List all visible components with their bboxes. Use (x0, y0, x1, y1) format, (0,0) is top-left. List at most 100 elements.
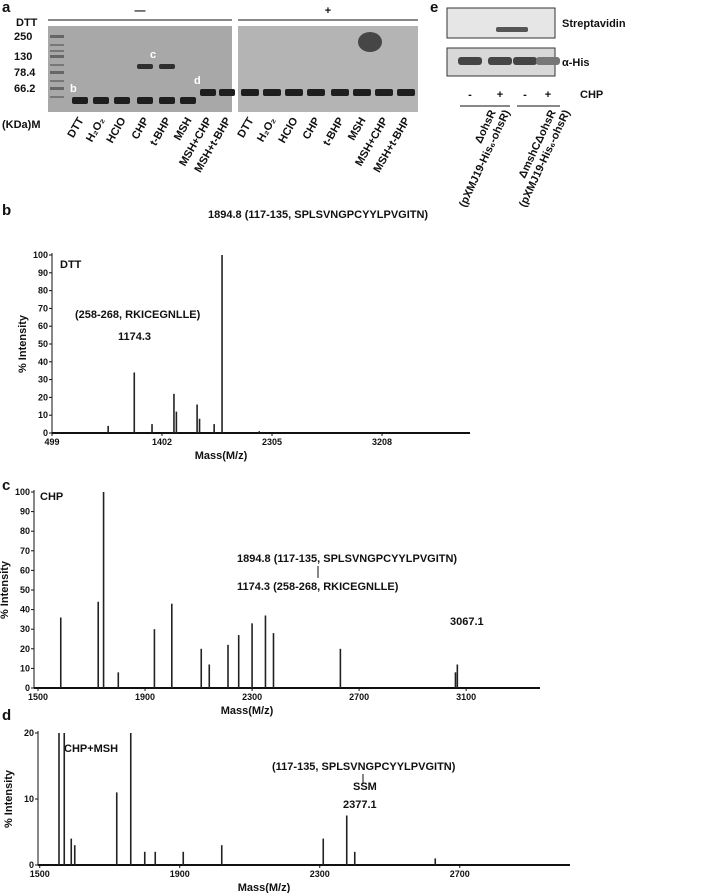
x-tick-label: 499 (44, 437, 59, 447)
lane-label: CHP (301, 116, 323, 142)
band (219, 89, 235, 96)
y-tick-label: 90 (38, 268, 48, 278)
annotation: 1174.3 (118, 331, 151, 343)
lane-label: H₂O₂ (255, 115, 279, 144)
lane-label: CHP (130, 116, 152, 142)
y-tick-label: 0 (29, 860, 34, 870)
y-tick-label: 80 (20, 526, 30, 536)
gel (238, 26, 418, 112)
panel-letter: d (2, 707, 11, 724)
lane-label: HClO (276, 115, 300, 145)
ladder-band (50, 96, 64, 98)
y-tick-label: 90 (20, 507, 30, 517)
x-tick-label: 3100 (456, 692, 476, 702)
panel-letter: b (2, 202, 11, 219)
band (353, 89, 371, 96)
y-tick-label: 40 (20, 605, 30, 615)
x-tick-label: 1900 (135, 692, 155, 702)
y-tick-label: 20 (38, 392, 48, 402)
blot-band (496, 27, 528, 32)
annotation: 1894.8 (117-135, SPLSVNGPCYYLPVGITN) (208, 209, 428, 221)
annotation: (258-268, RKICEGNLLE) (75, 309, 201, 321)
band (397, 89, 415, 96)
annotation: (117-135, SPLSVNGPCYYLPVGITN) (272, 761, 456, 773)
marker-label: 78.4 (14, 67, 36, 79)
y-tick-label: 10 (38, 410, 48, 420)
band (72, 97, 88, 104)
ladder-band (50, 50, 64, 52)
y-tick-label: 80 (38, 286, 48, 296)
annotation: 1894.8 (117-135, SPLSVNGPCYYLPVGITN) (237, 553, 457, 565)
ladder-band (50, 44, 64, 46)
x-tick-label: 1402 (152, 437, 172, 447)
y-axis-label: % Intensity (0, 560, 11, 619)
spectrum-title: CHP (40, 491, 63, 503)
x-tick-label: 1900 (170, 869, 190, 879)
marker-label: 66.2 (14, 83, 35, 95)
x-tick-label: 3208 (372, 437, 392, 447)
blot-band (488, 57, 512, 65)
band (200, 89, 216, 96)
panel-letter: e (430, 0, 438, 16)
y-axis-label: % Intensity (17, 314, 29, 373)
band (159, 97, 175, 104)
lane-label: DTT (66, 115, 87, 140)
lane-label: HClO (104, 115, 128, 145)
row-label: Streptavidin (562, 18, 626, 30)
x-axis-label: Mass(M/z) (221, 705, 274, 717)
y-tick-label: 100 (33, 250, 48, 260)
band (114, 97, 130, 104)
band (307, 89, 325, 96)
band (263, 89, 281, 96)
band (93, 97, 109, 104)
y-tick-label: 40 (38, 357, 48, 367)
y-tick-label: 50 (38, 339, 48, 349)
smear (358, 32, 382, 52)
y-tick-label: 30 (20, 624, 30, 634)
ladder-band (50, 87, 64, 90)
x-tick-label: 2300 (310, 869, 330, 879)
ladder-band (50, 35, 64, 38)
x-axis-label: Mass(M/z) (238, 882, 291, 893)
spectrum-title: DTT (60, 259, 82, 271)
sign: + (545, 89, 551, 101)
ladder-band (50, 64, 64, 66)
band-label: d (194, 75, 201, 87)
band (159, 64, 175, 69)
band (137, 97, 153, 104)
band (331, 89, 349, 96)
lane-label: MSH (346, 115, 369, 142)
marker-label: 250 (14, 31, 32, 43)
annotation: 2377.1 (343, 799, 377, 811)
spectrum-title: CHP+MSH (64, 743, 118, 755)
annotation: 3067.1 (450, 616, 484, 628)
y-tick-label: 0 (43, 428, 48, 438)
sign: + (497, 89, 503, 101)
row-label: α-His (562, 57, 590, 69)
group-label: — (135, 5, 146, 17)
band (241, 89, 259, 96)
band (180, 97, 196, 104)
panel-letter: c (2, 477, 10, 494)
x-tick-label: 1500 (30, 869, 50, 879)
band-label: b (70, 83, 77, 95)
annotation: SSM (353, 781, 377, 793)
blot-band (458, 57, 482, 65)
treatment-label: CHP (580, 89, 603, 101)
marker-label: 130 (14, 51, 32, 63)
ladder-band (50, 55, 64, 58)
y-tick-label: 70 (20, 546, 30, 556)
treatment-label: DTT (16, 17, 38, 29)
x-tick-label: 2700 (349, 692, 369, 702)
x-tick-label: 2300 (242, 692, 262, 702)
lane-label: t-BHP (148, 116, 174, 148)
sign: - (468, 89, 472, 101)
y-tick-label: 20 (20, 644, 30, 654)
blot-band (536, 57, 560, 65)
x-tick-label: 2700 (450, 869, 470, 879)
band (375, 89, 393, 96)
ladder-band (50, 71, 64, 74)
blot-band (513, 57, 537, 65)
y-tick-label: 60 (38, 321, 48, 331)
